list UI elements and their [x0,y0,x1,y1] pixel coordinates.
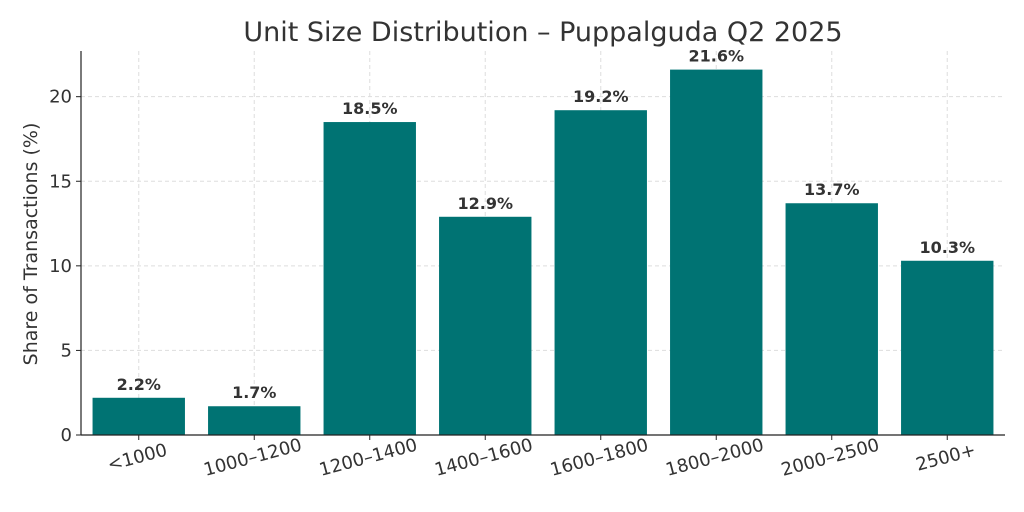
bar [901,260,994,435]
bar [323,122,416,435]
y-tick-label: 5 [61,340,72,361]
data-label: 21.6% [688,47,744,66]
x-tick-label: 2000–2500 [779,435,882,481]
x-tick-label: 1000–1200 [202,435,305,481]
axes [80,51,1005,436]
bar [208,406,301,435]
data-label: 18.5% [342,99,398,118]
data-label: 10.3% [919,238,975,257]
y-ticks: 0 5 10 15 20 [49,87,81,446]
bars [92,69,994,436]
gridlines [81,51,1005,436]
bar [670,69,763,435]
data-label: 2.2% [117,375,161,394]
y-tick-label: 10 [49,256,72,277]
y-tick-label: 0 [61,425,72,446]
data-labels: 2.2% 1.7% 18.5% 12.9% 19.2% 21.6% 13.7% 10.3% [117,47,975,403]
x-tick-label: 1800–2000 [664,435,767,481]
y-tick-label: 20 [49,87,72,108]
y-axis-label: Share of Transactions (%) [20,123,42,366]
x-tick-label: <1000 [105,440,169,476]
data-label: 12.9% [457,194,513,213]
x-ticks: <1000 1000–1200 1200–1400 1400–1600 1600–180… [105,435,978,481]
y-tick-label: 15 [49,171,72,192]
bar [92,397,185,435]
x-tick-label: 1600–1800 [548,435,651,481]
bar [785,203,878,435]
x-tick-label: 1400–1600 [433,435,536,481]
bar [439,216,532,435]
x-tick-label: 1200–1400 [317,435,420,481]
bar [554,110,647,436]
data-label: 1.7% [232,383,276,402]
data-label: 13.7% [804,180,860,199]
data-label: 19.2% [573,87,629,106]
chart-title: Unit Size Distribution – Puppalguda Q2 2… [243,17,842,48]
x-tick-label: 2500+ [914,440,978,476]
